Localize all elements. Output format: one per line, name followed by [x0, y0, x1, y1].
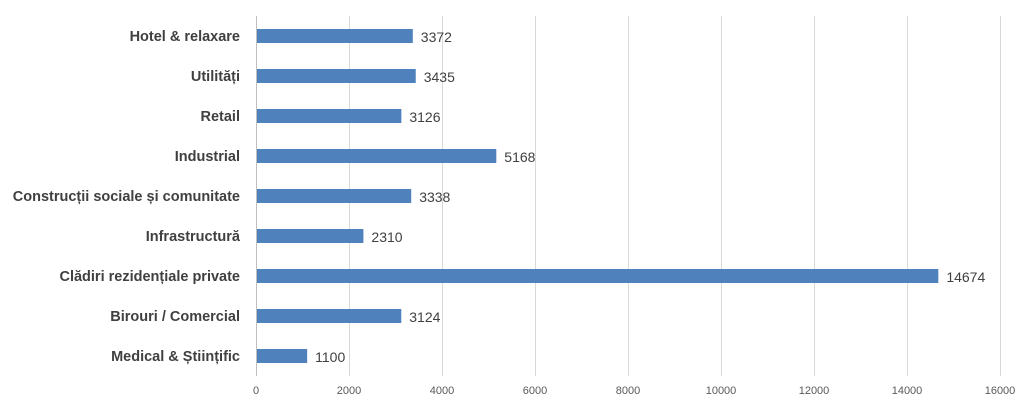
- bar: [257, 109, 402, 123]
- value-label: 5168: [504, 149, 535, 165]
- bar: [257, 269, 939, 283]
- x-tick-label: 14000: [892, 385, 923, 397]
- bar: [257, 349, 308, 363]
- x-tick-label: 16000: [985, 385, 1016, 397]
- value-label: 3338: [419, 189, 450, 205]
- value-label: 3124: [409, 309, 440, 325]
- value-label: 3372: [421, 29, 452, 45]
- bar: [257, 189, 412, 203]
- x-tick-label: 8000: [616, 385, 640, 397]
- value-label: 2310: [371, 229, 402, 245]
- category-label: Construcții sociale și comunitate: [13, 189, 240, 205]
- value-label: 3435: [424, 69, 455, 85]
- x-tick-label: 4000: [430, 385, 454, 397]
- x-tick-label: 0: [253, 385, 259, 397]
- category-label: Birouri / Comercial: [110, 309, 240, 325]
- category-labels: Hotel & relaxare Utilități Retail Industria…: [13, 29, 241, 365]
- x-tick-label: 12000: [799, 385, 830, 397]
- value-label: 14674: [946, 269, 985, 285]
- category-label: Clădiri rezidențiale private: [59, 269, 240, 285]
- bars: [257, 29, 939, 363]
- category-label: Retail: [201, 109, 241, 125]
- x-tick-label: 2000: [337, 385, 361, 397]
- category-label: Infrastructură: [146, 229, 241, 245]
- x-tick-label: 10000: [706, 385, 737, 397]
- category-label: Medical & Științific: [111, 349, 240, 365]
- bar: [257, 229, 364, 243]
- bar: [257, 29, 413, 43]
- category-label: Hotel & relaxare: [130, 29, 240, 45]
- category-label: Utilități: [191, 69, 240, 85]
- x-tick-label: 6000: [523, 385, 547, 397]
- category-label: Industrial: [175, 149, 240, 165]
- value-labels: 3372 3435 3126 5168 3338 2310 14674 3124 1100: [315, 29, 985, 365]
- bar: [257, 309, 402, 323]
- value-label: 3126: [409, 109, 440, 125]
- value-label: 1100: [315, 349, 345, 365]
- x-axis-tick-labels: 0 2000 4000 6000 8000 10000 12000 14000 16000: [253, 385, 1015, 397]
- bar: [257, 69, 416, 83]
- bar: [257, 149, 497, 163]
